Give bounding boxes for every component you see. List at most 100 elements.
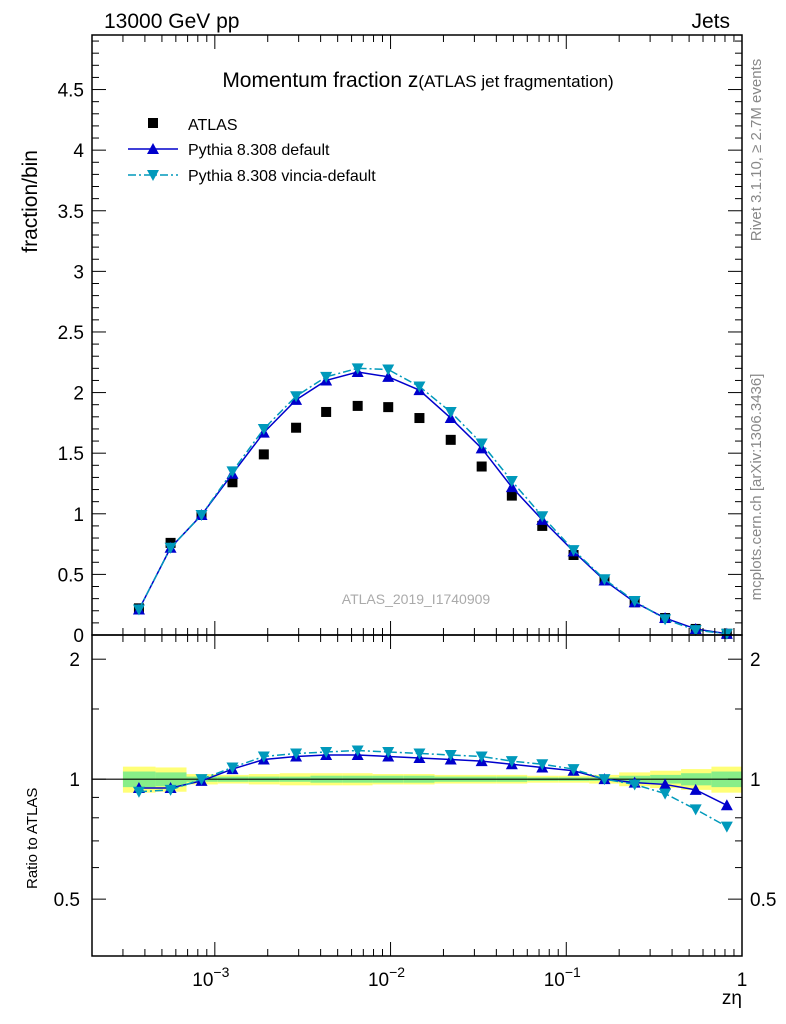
legend-label-atlas: ATLAS [188, 117, 238, 134]
ratio-point-1 [226, 762, 239, 774]
ratio-y-tick-label-right: 1 [750, 770, 761, 791]
ratio-y-axis-label: Ratio to ATLAS [24, 788, 41, 889]
ratio-point-1 [720, 821, 733, 833]
main-point-2 [382, 364, 395, 376]
main-y-axis-label: fraction/bin [19, 150, 42, 253]
ratio-point-1 [195, 774, 208, 786]
x-axis-label: zη [722, 988, 742, 1009]
ratio-point-1 [164, 784, 177, 796]
main-point-2 [536, 511, 549, 523]
ratio-point-1 [320, 746, 333, 758]
side-rivet-label: Rivet 3.1.10, ≥ 2.7M events [748, 59, 765, 242]
main-series-layer [132, 363, 733, 640]
main-point-2 [659, 614, 672, 626]
ratio-y-tick-label: 0.5 [54, 890, 80, 911]
ratio-series-line-1 [138, 749, 728, 828]
main-point-0 [227, 477, 238, 488]
chart-watermark: ATLAS_2019_I1740909 [342, 591, 491, 607]
main-point-2 [226, 466, 239, 478]
ratio-y-tick-label: 1 [69, 770, 80, 791]
main-point-2 [444, 406, 457, 418]
main-y-tick-label: 2 [73, 384, 84, 405]
main-point-2 [475, 438, 488, 450]
main-point-0 [258, 449, 269, 460]
main-y-tick-label: 1 [73, 505, 84, 526]
main-y-tick-label: 1.5 [58, 444, 84, 465]
header-beam-label: 13000 GeV pp [104, 10, 239, 33]
main-point-0 [537, 520, 548, 531]
main-point-2 [257, 423, 270, 435]
main-point-2 [195, 510, 208, 521]
ratio-point-0 [689, 783, 702, 795]
chart-title-main: Momentum fraction z [222, 69, 418, 92]
legend-marker-default [147, 143, 159, 154]
ratio-point-1 [257, 751, 270, 763]
main-point-2 [413, 381, 426, 393]
ratio-point-1 [290, 748, 303, 760]
main-point-0 [445, 434, 456, 445]
ratio-y-tick-label-right: 0.5 [750, 890, 776, 911]
main-point-2 [598, 574, 611, 586]
main-y-tick-label: 0.5 [58, 565, 84, 586]
ratio-point-1 [598, 774, 611, 786]
header-jets-label: Jets [691, 10, 730, 33]
ratio-plot-frame [91, 634, 743, 957]
ratio-series-layer [132, 745, 733, 833]
main-point-1 [382, 370, 395, 382]
ratio-series-line-0 [138, 754, 728, 806]
main-point-0 [506, 490, 517, 501]
main-point-2 [132, 604, 145, 616]
side-mcplots-label: mcplots.cern.ch [arXiv:1306.3436] [748, 374, 765, 601]
ratio-point-1 [628, 779, 641, 791]
ratio-point-1 [659, 788, 672, 800]
main-point-0 [321, 406, 332, 417]
main-y-tick-label: 0 [73, 626, 84, 647]
main-point-0 [476, 461, 487, 472]
main-point-2 [320, 371, 333, 383]
main-point-2 [567, 545, 580, 557]
ratio-point-1 [505, 756, 518, 768]
main-y-tick-label: 3.5 [58, 202, 84, 223]
ratio-point-1 [475, 751, 488, 763]
ratio-bands-layer [92, 766, 742, 793]
ratio-point-1 [444, 749, 457, 761]
main-axes-layer: 0 0.5 1 1.5 2 2.5 3 3.5 4 4.5 [58, 34, 743, 647]
main-y-tick-label: 3 [73, 262, 84, 283]
ratio-point-0 [659, 778, 672, 790]
ratio-point-1 [536, 759, 549, 771]
main-y-tick-label: 4 [73, 141, 84, 162]
main-point-0 [414, 413, 425, 424]
legend-marker-vincia [147, 170, 159, 181]
main-y-tick-label: 4.5 [58, 81, 84, 102]
ratio-point-1 [351, 745, 364, 757]
ratio-point-0 [720, 799, 733, 811]
ratio-y-tick-label: 2 [69, 650, 80, 671]
x-tick-label: 10−1 [544, 964, 581, 991]
main-point-2 [628, 596, 641, 608]
legend-label-default: Pythia 8.308 default [188, 142, 330, 159]
ratio-point-1 [132, 786, 145, 798]
chart-title-suffix: (ATLAS jet fragmentation) [418, 72, 613, 91]
x-tick-label: 1 [737, 970, 748, 991]
x-tick-label: 10−3 [192, 964, 229, 991]
main-point-0 [383, 402, 394, 413]
main-point-0 [291, 422, 302, 433]
ratio-point-1 [413, 748, 426, 760]
chart-title: Momentum fraction z(ATLAS jet fragmentat… [222, 69, 613, 92]
ratio-point-1 [382, 746, 395, 758]
ratio-axes-layer: 0.5 0.5 1 1 2 2 10−3 10−2 10−1 1 [54, 634, 776, 991]
legend-marker-atlas [148, 118, 158, 128]
main-point-0 [352, 400, 363, 411]
main-point-2 [164, 542, 177, 554]
main-y-tick-label: 2.5 [58, 323, 84, 344]
ratio-point-1 [689, 804, 702, 816]
main-point-2 [290, 391, 303, 403]
legend-label-vincia: Pythia 8.308 vincia-default [188, 168, 376, 185]
main-point-2 [689, 625, 702, 637]
ratio-point-1 [567, 764, 580, 776]
main-point-2 [351, 363, 364, 375]
x-tick-label: 10−2 [368, 964, 405, 991]
main-point-2 [505, 476, 518, 488]
ratio-y-tick-label-right: 2 [750, 650, 761, 671]
